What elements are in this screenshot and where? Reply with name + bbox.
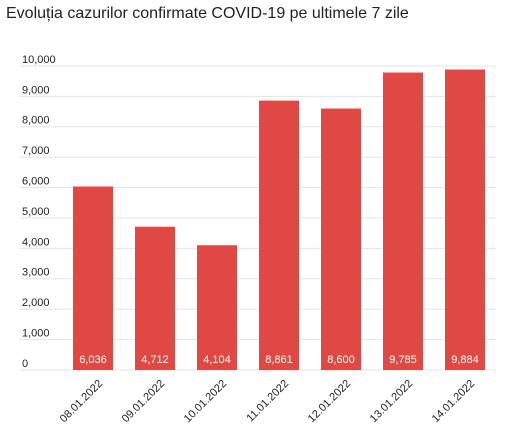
x-tick-label: 14.01.2022 (430, 378, 477, 425)
x-tick-label: 08.01.2022 (58, 378, 105, 425)
y-tick-label: 0 (22, 358, 28, 370)
y-tick-label: 9,000 (22, 84, 50, 96)
y-tick-label: 1,000 (22, 328, 50, 340)
bar (445, 69, 485, 370)
y-tick-label: 8,000 (22, 115, 50, 127)
y-tick-label: 2,000 (22, 297, 50, 309)
value-label: 4,712 (141, 354, 169, 366)
x-tick-label: 11.01.2022 (244, 378, 291, 425)
chart-title: Evoluția cazurilor confirmate COVID-19 p… (6, 5, 409, 22)
bar (135, 226, 175, 370)
bar (197, 245, 237, 370)
value-label: 8,861 (265, 354, 293, 366)
x-tick-label: 10.01.2022 (182, 378, 229, 425)
value-label: 9,884 (451, 354, 479, 366)
y-tick-label: 5,000 (22, 206, 50, 218)
bar (73, 186, 113, 370)
value-label: 4,104 (203, 354, 231, 366)
bar (259, 100, 299, 370)
y-tick-label: 3,000 (22, 267, 50, 279)
bar (383, 72, 423, 370)
y-tick-label: 10,000 (22, 54, 56, 66)
x-tick-label: 13.01.2022 (368, 378, 415, 425)
value-label: 9,785 (389, 354, 417, 366)
bar (321, 108, 361, 370)
y-tick-label: 7,000 (22, 145, 50, 157)
x-tick-label: 12.01.2022 (306, 378, 353, 425)
x-tick-label: 09.01.2022 (120, 378, 167, 425)
y-tick-label: 6,000 (22, 176, 50, 188)
value-label: 6,036 (79, 354, 107, 366)
value-label: 8,600 (327, 354, 355, 366)
y-tick-label: 4,000 (22, 236, 50, 248)
